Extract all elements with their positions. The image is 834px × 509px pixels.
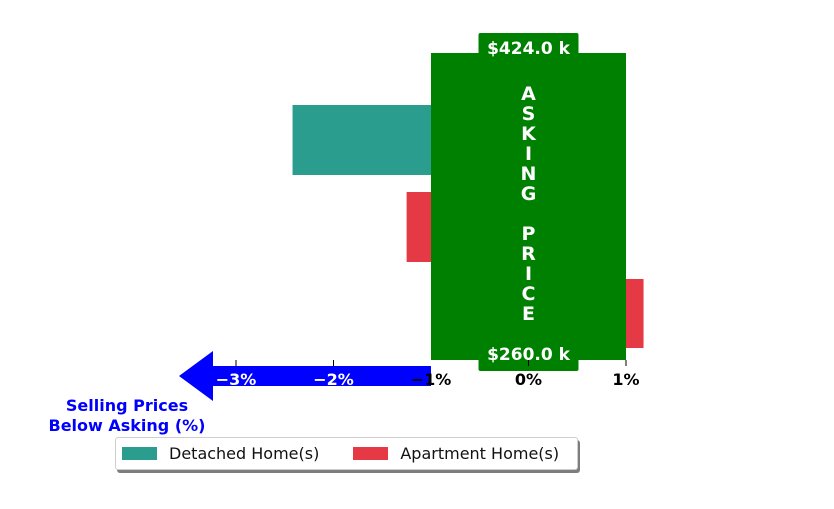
below-asking-arrow: Selling Prices Below Asking (%)	[49, 351, 431, 435]
tick-label-4: 1%	[612, 370, 639, 389]
arrow-shape	[179, 351, 431, 401]
arrow-caption: Selling Prices Below Asking (%)	[49, 396, 206, 435]
band-letter-2: K	[521, 123, 537, 145]
tick-label-0: −3%	[216, 370, 257, 389]
arrow-caption-line-1: Below Asking (%)	[49, 416, 206, 435]
top-price-label: $424.0 k	[487, 39, 571, 59]
band-letter-4: N	[521, 163, 537, 185]
band-letter-10: C	[522, 283, 536, 305]
legend: Detached Home(s) Apartment Home(s)	[115, 437, 578, 470]
legend-item-apartment: Apartment Home(s)	[353, 444, 559, 463]
legend-item-detached: Detached Home(s)	[122, 444, 319, 463]
legend-swatch-apartment	[353, 447, 389, 460]
band-letter-1: S	[522, 103, 536, 125]
band-letter-3: I	[525, 143, 532, 165]
band-letter-8: R	[521, 243, 536, 265]
x-axis-ticks: −3% −2% −1% 0% 1%	[216, 360, 640, 389]
tick-label-2: −1%	[411, 370, 452, 389]
legend-swatch-detached	[122, 447, 157, 460]
tick-label-3: 0%	[515, 370, 542, 389]
bottom-price-box	[478, 345, 579, 371]
arrow-caption-line-0: Selling Prices	[66, 396, 188, 415]
top-price-box	[478, 33, 579, 59]
bottom-price-label: $260.0 k	[487, 345, 571, 365]
band-letter-7: P	[522, 223, 536, 245]
legend-label-detached: Detached Home(s)	[169, 444, 320, 463]
band-letter-9: I	[525, 263, 532, 285]
band-letter-5: G	[521, 183, 537, 205]
legend-label-apartment: Apartment Home(s)	[400, 444, 560, 463]
tick-label-1: −2%	[313, 370, 354, 389]
band-letter-11: E	[522, 303, 535, 325]
asking-price-rect	[431, 53, 626, 360]
band-letter-0: A	[521, 83, 536, 105]
